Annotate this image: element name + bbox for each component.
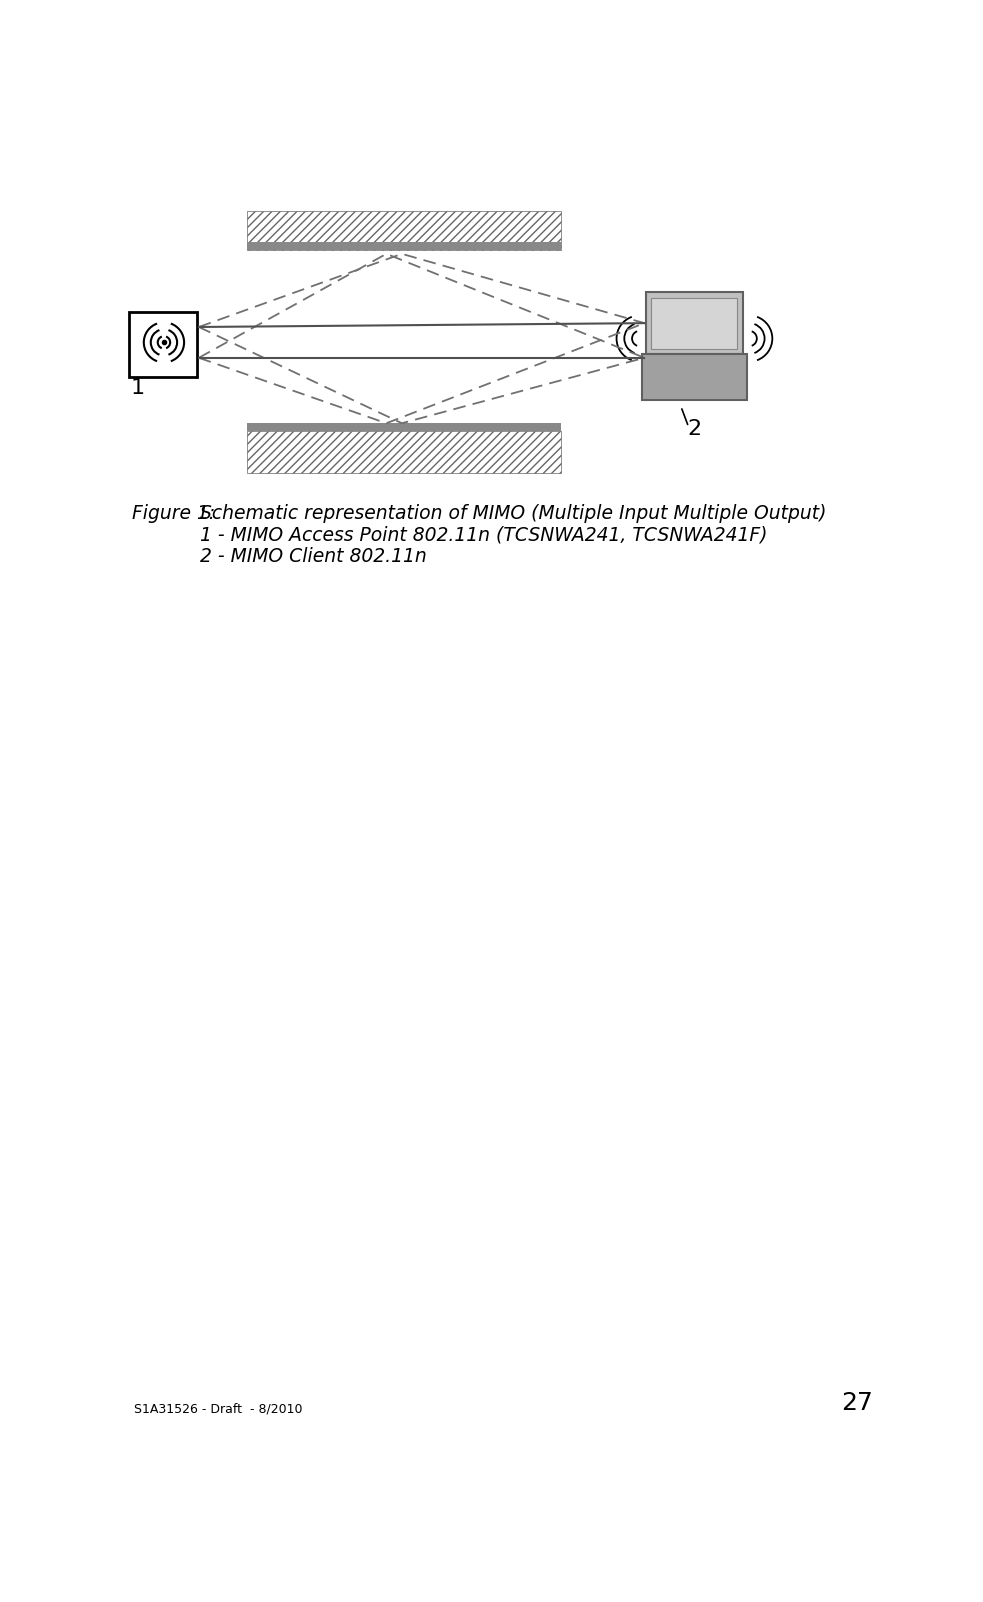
Bar [129, 312, 198, 376]
Text: 1: 1 [131, 378, 145, 397]
Bar [247, 242, 560, 250]
Bar [646, 292, 743, 354]
Text: 1 - MIMO Access Point 802.11n (TCSNWA241, TCSNWA241F): 1 - MIMO Access Point 802.11n (TCSNWA241… [201, 525, 768, 545]
Text: Schematic representation of MIMO (Multiple Input Multiple Output): Schematic representation of MIMO (Multip… [201, 505, 827, 524]
Text: Figure 1:: Figure 1: [132, 505, 215, 524]
Text: 2 - MIMO Client 802.11n: 2 - MIMO Client 802.11n [201, 548, 428, 566]
Bar [247, 211, 560, 250]
Bar [247, 423, 560, 431]
Text: S1A31526 - Draft  - 8/2010: S1A31526 - Draft - 8/2010 [135, 1402, 303, 1415]
Bar [247, 431, 560, 473]
Text: 2: 2 [687, 418, 701, 439]
Bar [642, 354, 747, 400]
Bar [652, 298, 737, 349]
Text: 27: 27 [841, 1391, 873, 1415]
